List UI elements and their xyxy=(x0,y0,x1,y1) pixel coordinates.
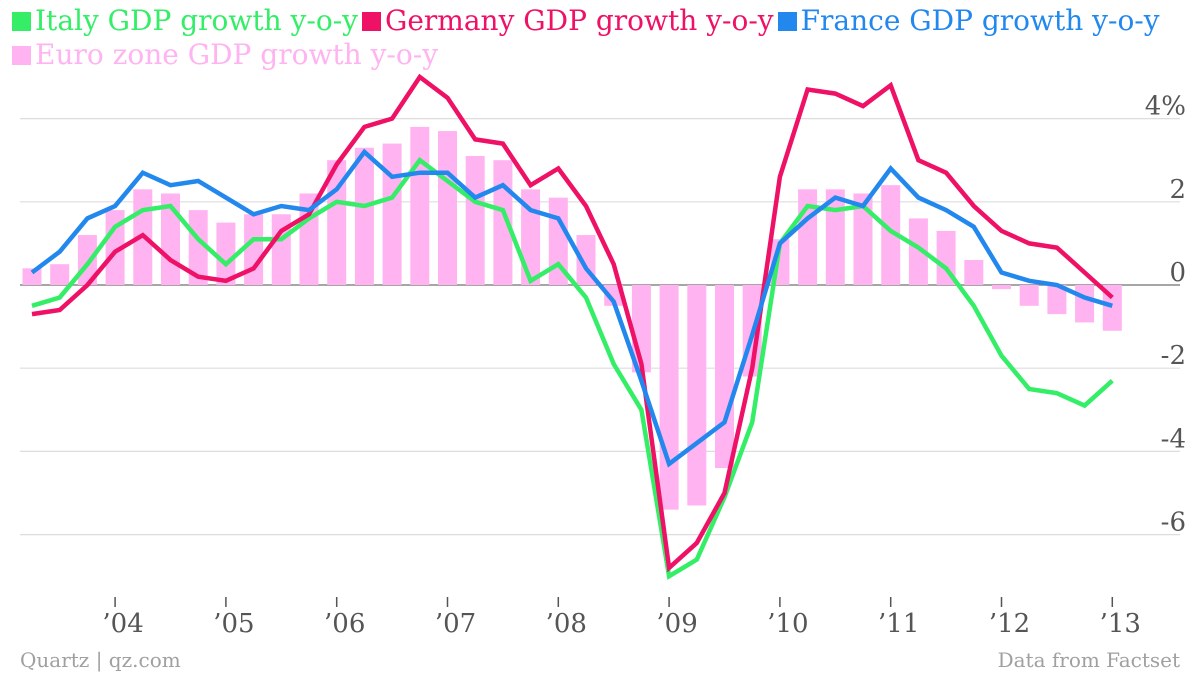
bar-euro-zone xyxy=(22,268,42,285)
bar-euro-zone xyxy=(271,214,291,285)
x-tick-label: ’12 xyxy=(989,609,1030,639)
legend-swatch-euro-zone xyxy=(12,46,31,65)
y-tick-label: 2 xyxy=(1169,175,1186,205)
series-germany-line xyxy=(31,73,1114,573)
legend-swatch-germany xyxy=(361,12,381,31)
y-tick-label: -6 xyxy=(1161,508,1186,538)
bar-euro-zone xyxy=(687,285,707,506)
x-tick-label: ’10 xyxy=(767,609,808,639)
legend-item-germany: Germany GDP growth y-o-y xyxy=(361,4,774,38)
footer-credit: Data from Factset xyxy=(997,648,1180,672)
bar-euro-zone xyxy=(244,214,264,285)
bar-euro-zone xyxy=(465,156,485,285)
bar-euro-zone xyxy=(105,210,125,285)
bar-euro-zone xyxy=(382,143,402,285)
bar-euro-zone xyxy=(992,285,1011,290)
bar-euro-zone xyxy=(438,131,457,285)
legend-item-france: France GDP growth y-o-y xyxy=(777,4,1160,38)
legend-label-france: France GDP growth y-o-y xyxy=(800,4,1160,37)
x-tick-label: ’04 xyxy=(102,609,143,639)
x-tick-label: ’08 xyxy=(546,609,587,639)
bar-euro-zone xyxy=(853,193,873,285)
bar-euro-zone xyxy=(1075,285,1095,323)
footer-source: Quartz | qz.com xyxy=(20,648,181,672)
bar-euro-zone xyxy=(964,260,984,285)
x-tick-label: ’07 xyxy=(435,609,476,639)
legend-item-euro-zone: Euro zone GDP growth y-o-y xyxy=(12,38,438,72)
bar-euro-zone xyxy=(881,185,901,285)
series-france-line xyxy=(30,148,1113,468)
y-tick-label: -2 xyxy=(1161,341,1186,371)
x-axis-ticks: ’04 ’05 ’06 ’07 ’08 ’09 ’10 ’11 ’12 ’13 xyxy=(102,597,1141,639)
bar-euro-zone xyxy=(1047,285,1067,315)
bar-euro-zone xyxy=(604,285,624,306)
x-tick-label: ’13 xyxy=(1100,609,1141,639)
series-italy-line xyxy=(31,157,1114,580)
legend-label-euro-zone: Euro zone GDP growth y-o-y xyxy=(35,38,439,71)
legend-label-germany: Germany GDP growth y-o-y xyxy=(384,4,774,37)
x-tick-label: ’05 xyxy=(213,609,254,639)
bar-euro-zone xyxy=(410,126,430,285)
y-tick-label: 0 xyxy=(1169,258,1186,288)
x-tick-label: ’06 xyxy=(324,609,365,639)
legend-swatch-italy xyxy=(12,12,31,31)
legend-item-italy: Italy GDP growth y-o-y xyxy=(12,4,358,38)
chart-legend: Italy GDP growth y-o-y Germany GDP growth… xyxy=(12,4,1192,72)
series-euro-zone-bars xyxy=(22,126,1122,510)
bar-euro-zone xyxy=(1019,285,1039,306)
bar-euro-zone xyxy=(908,218,928,285)
bar-euro-zone xyxy=(354,147,374,285)
y-axis-ticks: 4% 2 0 -2 -4 -6 xyxy=(1145,92,1186,538)
legend-label-italy: Italy GDP growth y-o-y xyxy=(35,4,358,37)
bar-euro-zone xyxy=(188,210,208,285)
bar-euro-zone xyxy=(659,285,679,510)
legend-swatch-france xyxy=(777,12,797,31)
y-tick-label: -4 xyxy=(1161,424,1186,454)
x-tick-label: ’11 xyxy=(878,609,919,639)
bar-euro-zone xyxy=(715,285,734,469)
bar-euro-zone xyxy=(825,189,845,285)
y-tick-label: 4% xyxy=(1145,92,1186,122)
bar-euro-zone xyxy=(1102,285,1122,331)
bar-euro-zone xyxy=(216,222,236,285)
bar-euro-zone xyxy=(50,264,70,285)
bar-euro-zone xyxy=(798,189,818,285)
x-tick-label: ’09 xyxy=(656,609,697,639)
bar-euro-zone xyxy=(548,197,568,285)
